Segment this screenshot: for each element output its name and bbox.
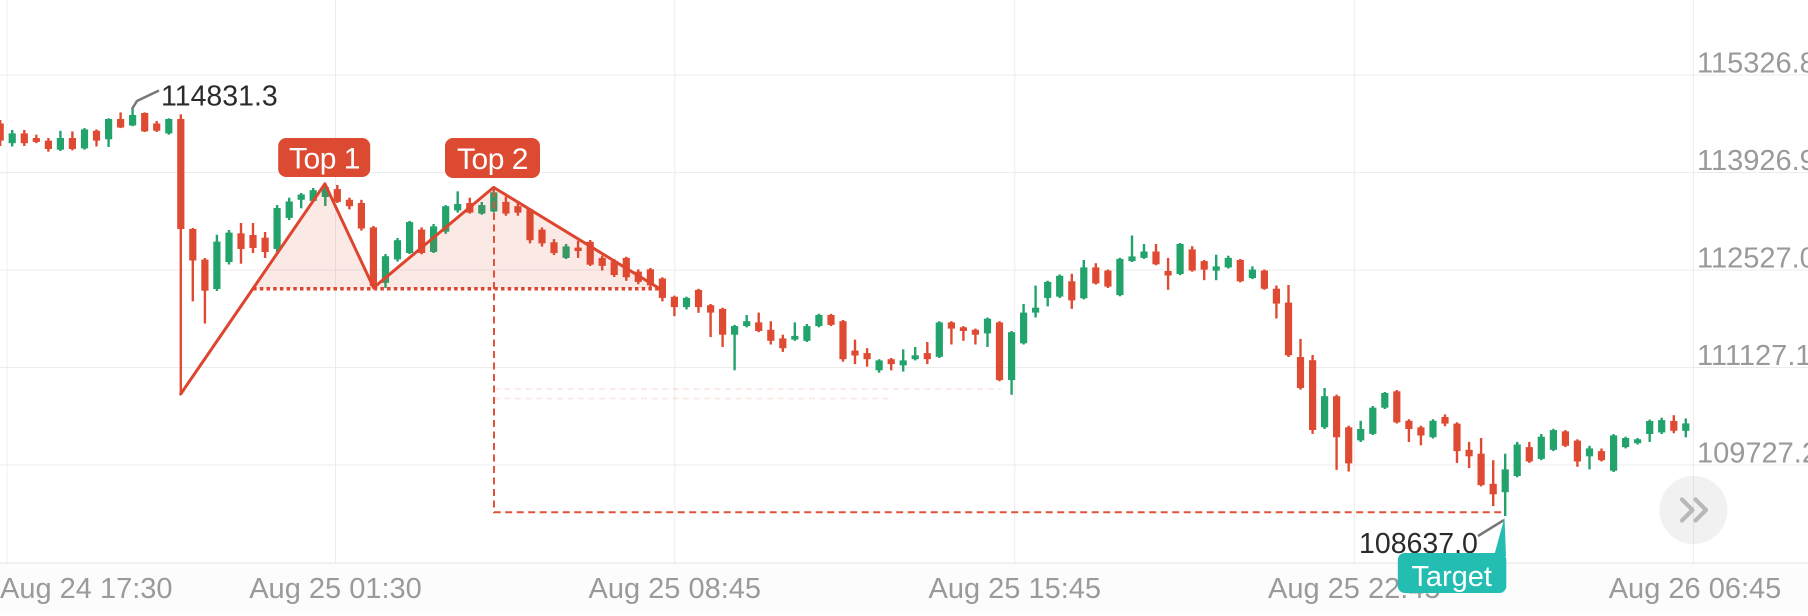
svg-text:114831.3: 114831.3 — [161, 81, 278, 113]
svg-text:112527.0: 112527.0 — [1697, 243, 1808, 275]
svg-text:109727.2: 109727.2 — [1697, 438, 1808, 470]
svg-text:Top 2: Top 2 — [457, 143, 528, 176]
svg-text:113926.9: 113926.9 — [1697, 145, 1808, 177]
svg-text:Aug 24 17:30: Aug 24 17:30 — [0, 573, 173, 605]
svg-text:Top 1: Top 1 — [289, 143, 360, 176]
svg-text:115326.8: 115326.8 — [1697, 48, 1808, 80]
svg-text:Target: Target — [1411, 561, 1492, 593]
svg-text:Aug 25 01:30: Aug 25 01:30 — [249, 573, 422, 605]
svg-text:Aug 26 06:45: Aug 26 06:45 — [1609, 573, 1782, 605]
svg-text:Aug 25 08:45: Aug 25 08:45 — [589, 573, 762, 605]
svg-text:Aug 25 15:45: Aug 25 15:45 — [929, 573, 1102, 605]
svg-text:111127.1: 111127.1 — [1697, 340, 1808, 372]
